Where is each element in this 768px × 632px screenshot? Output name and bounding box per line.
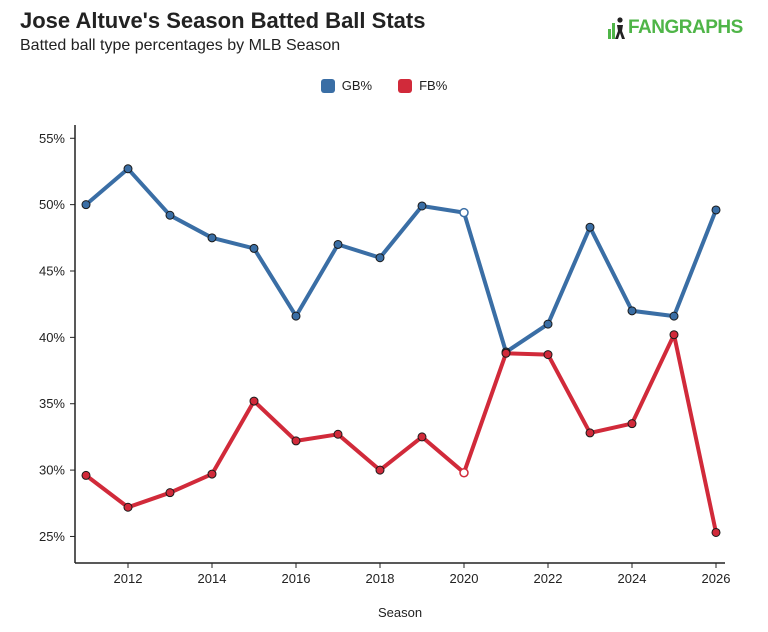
data-point-gb: [459, 207, 469, 218]
x-tick-label: 2014: [198, 571, 227, 586]
y-tick-label: 25%: [39, 529, 65, 544]
data-point-gb: [249, 243, 259, 253]
y-tick-label: 45%: [39, 264, 65, 279]
y-tick-label: 40%: [39, 330, 65, 345]
data-point-gb: [81, 200, 91, 210]
data-point-gb: [291, 311, 301, 321]
series-line-fb: [84, 332, 718, 535]
data-point-fb: [711, 527, 721, 537]
data-point-gb: [333, 239, 343, 249]
data-point-fb: [375, 465, 385, 475]
data-point-fb: [459, 467, 469, 478]
data-point-gb: [123, 164, 133, 174]
data-point-fb: [165, 488, 175, 498]
data-point-fb: [417, 432, 427, 442]
x-axis-title: Season: [378, 605, 422, 620]
data-point-gb: [417, 201, 427, 211]
data-point-fb: [249, 396, 259, 406]
fangraphs-logo-icon: [608, 17, 625, 39]
legend-label-gb: GB%: [341, 78, 373, 93]
y-tick-label: 30%: [39, 463, 65, 478]
data-point-gb: [543, 319, 553, 329]
chart-subtitle: Batted ball type percentages by MLB Seas…: [20, 37, 341, 54]
x-tick-label: 2018: [366, 571, 395, 586]
legend-label-fb: FB%: [419, 78, 448, 93]
data-point-fb: [627, 419, 637, 429]
data-point-gb: [207, 233, 217, 243]
y-tick-label: 50%: [39, 197, 65, 212]
data-point-gb: [711, 205, 721, 215]
fangraphs-logo[interactable]: FANGRAPHS: [608, 16, 743, 40]
chart-legend: GB% FB%: [0, 78, 768, 93]
data-point-gb: [165, 210, 175, 220]
data-point-fb: [501, 348, 511, 358]
data-point-gb: [627, 306, 637, 316]
x-tick-label: 2020: [450, 571, 479, 586]
x-tick-label: 2024: [618, 571, 647, 586]
y-tick-label: 35%: [39, 396, 65, 411]
data-point-gb: [669, 311, 679, 321]
data-point-fb: [207, 469, 217, 479]
x-tick-label: 2016: [282, 571, 311, 586]
data-point-fb: [543, 350, 553, 360]
legend-item-fb[interactable]: FB%: [398, 78, 447, 93]
data-point-gb: [585, 222, 595, 232]
data-point-fb: [81, 470, 91, 480]
data-point-fb: [669, 330, 679, 340]
x-tick-label: 2022: [534, 571, 563, 586]
legend-item-gb[interactable]: GB%: [320, 78, 373, 93]
x-tick-label: 2026: [702, 571, 731, 586]
data-point-fb: [123, 502, 133, 512]
legend-swatch-gb: [320, 78, 335, 93]
y-tick-label: 55%: [39, 131, 65, 146]
series-line-gb: [84, 166, 718, 354]
fangraphs-logo-text: FANGRAPHS: [628, 17, 743, 38]
data-point-fb: [291, 436, 301, 446]
data-point-gb: [375, 253, 385, 263]
chart-title: Jose Altuve's Season Batted Ball Stats: [20, 8, 426, 33]
legend-swatch-fb: [398, 78, 413, 93]
x-tick-label: 2012: [114, 571, 143, 586]
data-point-fb: [333, 429, 343, 439]
data-point-fb: [585, 428, 595, 438]
